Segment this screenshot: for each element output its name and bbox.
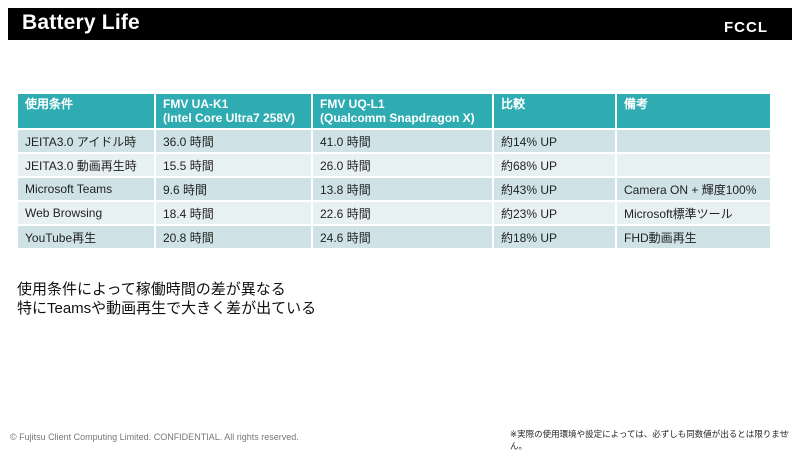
- cell-ua-k1: 20.8 時間: [155, 225, 313, 250]
- cell-uq-l1: 41.0 時間: [312, 129, 494, 154]
- cell-condition: JEITA3.0 動画再生時: [18, 153, 156, 178]
- summary-line: 使用条件によって稼働時間の差が異なる: [17, 281, 286, 298]
- title-bar: Battery Life FCCL: [8, 8, 792, 40]
- cell-remarks: FHD動画再生: [616, 225, 770, 250]
- column-header-sublabel: (Intel Core Ultra7 258V): [163, 111, 296, 125]
- table-row: YouTube再生 20.8 時間 24.6 時間 約18% UP FHD動画再…: [18, 225, 770, 250]
- fccl-logo: FCCL: [724, 19, 768, 36]
- cell-remarks: Microsoft標準ツール: [616, 201, 770, 226]
- table-row: JEITA3.0 アイドル時 36.0 時間 41.0 時間 約14% UP: [18, 129, 770, 154]
- cell-comparison: 約68% UP: [493, 153, 617, 178]
- cell-uq-l1: 13.8 時間: [312, 177, 494, 202]
- cell-ua-k1: 15.5 時間: [155, 153, 313, 178]
- cell-ua-k1: 36.0 時間: [155, 129, 313, 154]
- cell-condition: YouTube再生: [18, 225, 156, 250]
- column-header-label: 使用条件: [25, 97, 74, 111]
- column-header-label: 備考: [624, 97, 649, 111]
- cell-comparison: 約23% UP: [493, 201, 617, 226]
- copyright-text: © Fujitsu Client Computing Limited. CONF…: [10, 432, 299, 442]
- cell-uq-l1: 22.6 時間: [312, 201, 494, 226]
- column-header-label: 比較: [501, 97, 526, 111]
- cell-remarks: [616, 129, 770, 154]
- table-row: Web Browsing 18.4 時間 22.6 時間 約23% UP Mic…: [18, 201, 770, 226]
- battery-life-table: 使用条件 FMV UA-K1 (Intel Core Ultra7 258V) …: [18, 94, 770, 250]
- summary-line: 特にTeamsや動画再生で大きく差が出ている: [17, 300, 317, 317]
- column-header-sublabel: (Qualcomm Snapdragon X): [320, 111, 475, 125]
- table-header-row: 使用条件 FMV UA-K1 (Intel Core Ultra7 258V) …: [18, 94, 770, 130]
- page-number: 7: [784, 430, 790, 440]
- cell-comparison: 約18% UP: [493, 225, 617, 250]
- table-row: JEITA3.0 動画再生時 15.5 時間 26.0 時間 約68% UP: [18, 153, 770, 178]
- cell-comparison: 約43% UP: [493, 177, 617, 202]
- summary-notes: 使用条件によって稼働時間の差が異なる 特にTeamsや動画再生で大きく差が出てい…: [17, 280, 316, 318]
- cell-comparison: 約14% UP: [493, 129, 617, 154]
- column-header-label: FMV UQ-L1: [320, 97, 385, 111]
- cell-condition: JEITA3.0 アイドル時: [18, 129, 156, 154]
- column-header-ua-k1: FMV UA-K1 (Intel Core Ultra7 258V): [155, 94, 313, 130]
- column-header-uq-l1: FMV UQ-L1 (Qualcomm Snapdragon X): [312, 94, 494, 130]
- cell-ua-k1: 18.4 時間: [155, 201, 313, 226]
- cell-uq-l1: 26.0 時間: [312, 153, 494, 178]
- column-header-comparison: 比較: [493, 94, 617, 130]
- cell-uq-l1: 24.6 時間: [312, 225, 494, 250]
- cell-condition: Microsoft Teams: [18, 177, 156, 202]
- table-row: Microsoft Teams 9.6 時間 13.8 時間 約43% UP C…: [18, 177, 770, 202]
- column-header-label: FMV UA-K1: [163, 97, 229, 111]
- column-header-remarks: 備考: [616, 94, 770, 130]
- cell-remarks: Camera ON + 輝度100%: [616, 177, 770, 202]
- disclaimer-text: ※実際の使用環境や設定によっては、必ずしも同数値が出るとは限りません。: [510, 429, 789, 450]
- column-header-condition: 使用条件: [18, 94, 156, 130]
- cell-condition: Web Browsing: [18, 201, 156, 226]
- slide-title: Battery Life: [22, 11, 140, 34]
- cell-ua-k1: 9.6 時間: [155, 177, 313, 202]
- cell-remarks: [616, 153, 770, 178]
